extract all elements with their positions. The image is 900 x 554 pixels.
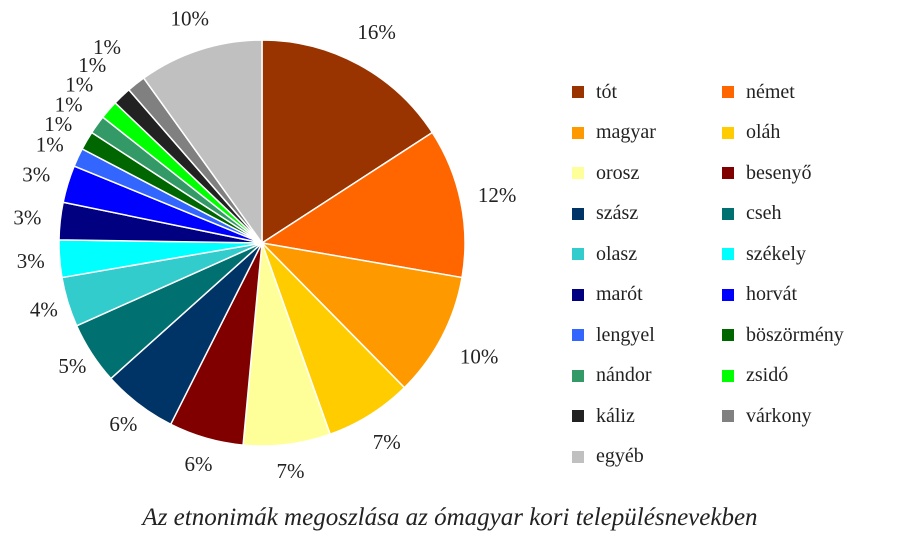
legend-item-6: szász — [572, 194, 722, 235]
legend-swatch — [572, 126, 584, 139]
slice-value-label-1: 12% — [478, 183, 517, 207]
legend-item-10: marót — [572, 275, 722, 316]
legend-item-5: besenyő — [722, 153, 882, 194]
legend-label: szász — [596, 202, 639, 225]
legend-item-8: olasz — [572, 234, 722, 275]
legend-item-11: horvát — [722, 275, 882, 316]
slice-value-label-12: 1% — [36, 132, 64, 156]
slice-value-label-17: 1% — [93, 35, 121, 59]
legend-swatch — [572, 207, 584, 220]
pie-slice-2 — [259, 241, 463, 389]
legend-item-13: böszörmény — [722, 315, 882, 356]
pie-slice-1 — [259, 131, 466, 279]
legend-swatch — [722, 167, 734, 180]
slice-value-label-14: 1% — [55, 92, 83, 116]
slice-value-label-11: 3% — [22, 162, 50, 186]
legend-swatch — [722, 248, 734, 261]
legend-label: lengyel — [596, 323, 655, 346]
legend-swatch — [722, 288, 734, 301]
legend-item-2: magyar — [572, 113, 722, 154]
legend-label: egyéb — [596, 445, 644, 468]
legend-item-9: székely — [722, 234, 882, 275]
legend-label: káliz — [596, 404, 635, 427]
legend-label: böszörmény — [746, 323, 844, 346]
legend-swatch — [722, 410, 734, 423]
legend-swatch — [572, 369, 584, 382]
slice-value-label-3: 7% — [373, 430, 401, 454]
legend-label: német — [746, 80, 795, 103]
slice-value-label-9: 3% — [17, 249, 45, 273]
slice-value-label-15: 1% — [65, 72, 93, 96]
legend-label: várkony — [746, 404, 812, 427]
legend-item-17: várkony — [722, 396, 882, 437]
legend-item-14: nándor — [572, 356, 722, 397]
legend-item-16: káliz — [572, 396, 722, 437]
pie-slice-18 — [142, 39, 263, 246]
pie-slice-0 — [261, 39, 434, 245]
legend-label: magyar — [596, 121, 656, 144]
legend-item-0: tót — [572, 72, 722, 113]
pie-value-labels: 16%12%10%7%7%6%6%5%4%3%3%3%1%1%1%1%1%1%1… — [13, 6, 516, 483]
legend-label: oláh — [746, 121, 781, 144]
legend-swatch — [572, 167, 584, 180]
legend-swatch — [572, 86, 584, 99]
legend-swatch — [572, 410, 584, 423]
legend-swatch — [572, 329, 584, 342]
legend-label: olasz — [596, 242, 638, 265]
legend-label: tót — [596, 80, 618, 103]
legend-swatch — [722, 86, 734, 99]
slice-value-label-16: 1% — [78, 53, 106, 77]
legend-swatch — [722, 369, 734, 382]
legend-swatch — [722, 329, 734, 342]
legend-label: zsidó — [746, 364, 789, 387]
legend-label: székely — [746, 242, 806, 265]
slice-value-label-6: 6% — [109, 412, 137, 436]
legend-item-4: orosz — [572, 153, 722, 194]
slice-value-label-13: 1% — [44, 112, 72, 136]
legend-swatch — [572, 450, 584, 463]
slice-value-label-7: 5% — [58, 354, 86, 378]
pie-chart: 16%12%10%7%7%6%6%5%4%3%3%3%1%1%1%1%1%1%1… — [13, 6, 516, 483]
legend-label: cseh — [746, 202, 782, 225]
legend-swatch — [572, 248, 584, 261]
slice-value-label-2: 10% — [460, 345, 499, 369]
slice-value-label-8: 4% — [30, 297, 58, 321]
pie-slices — [58, 39, 466, 447]
legend-item-1: német — [722, 72, 882, 113]
legend-label: nándor — [596, 364, 652, 387]
legend-item-18: egyéb — [572, 437, 722, 478]
legend-item-7: cseh — [722, 194, 882, 235]
legend-label: orosz — [596, 161, 640, 184]
legend-swatch — [722, 126, 734, 139]
legend-swatch — [572, 288, 584, 301]
slice-value-label-10: 3% — [13, 205, 41, 229]
legend-label: horvát — [746, 283, 798, 306]
legend-item-15: zsidó — [722, 356, 882, 397]
legend-swatch — [722, 207, 734, 220]
slice-value-label-5: 6% — [185, 452, 213, 476]
slice-value-label-18: 10% — [171, 6, 210, 30]
slice-value-label-0: 16% — [357, 20, 396, 44]
chart-caption: Az etnonimák megoszlása az ómagyar kori … — [142, 504, 758, 531]
legend-label: marót — [596, 283, 643, 306]
legend-item-3: oláh — [722, 113, 882, 154]
legend: tót német magyar oláh orosz besenyő szász cseh o… — [572, 72, 892, 477]
slice-value-label-4: 7% — [277, 459, 305, 483]
legend-label: besenyő — [746, 161, 812, 184]
legend-item-12: lengyel — [572, 315, 722, 356]
